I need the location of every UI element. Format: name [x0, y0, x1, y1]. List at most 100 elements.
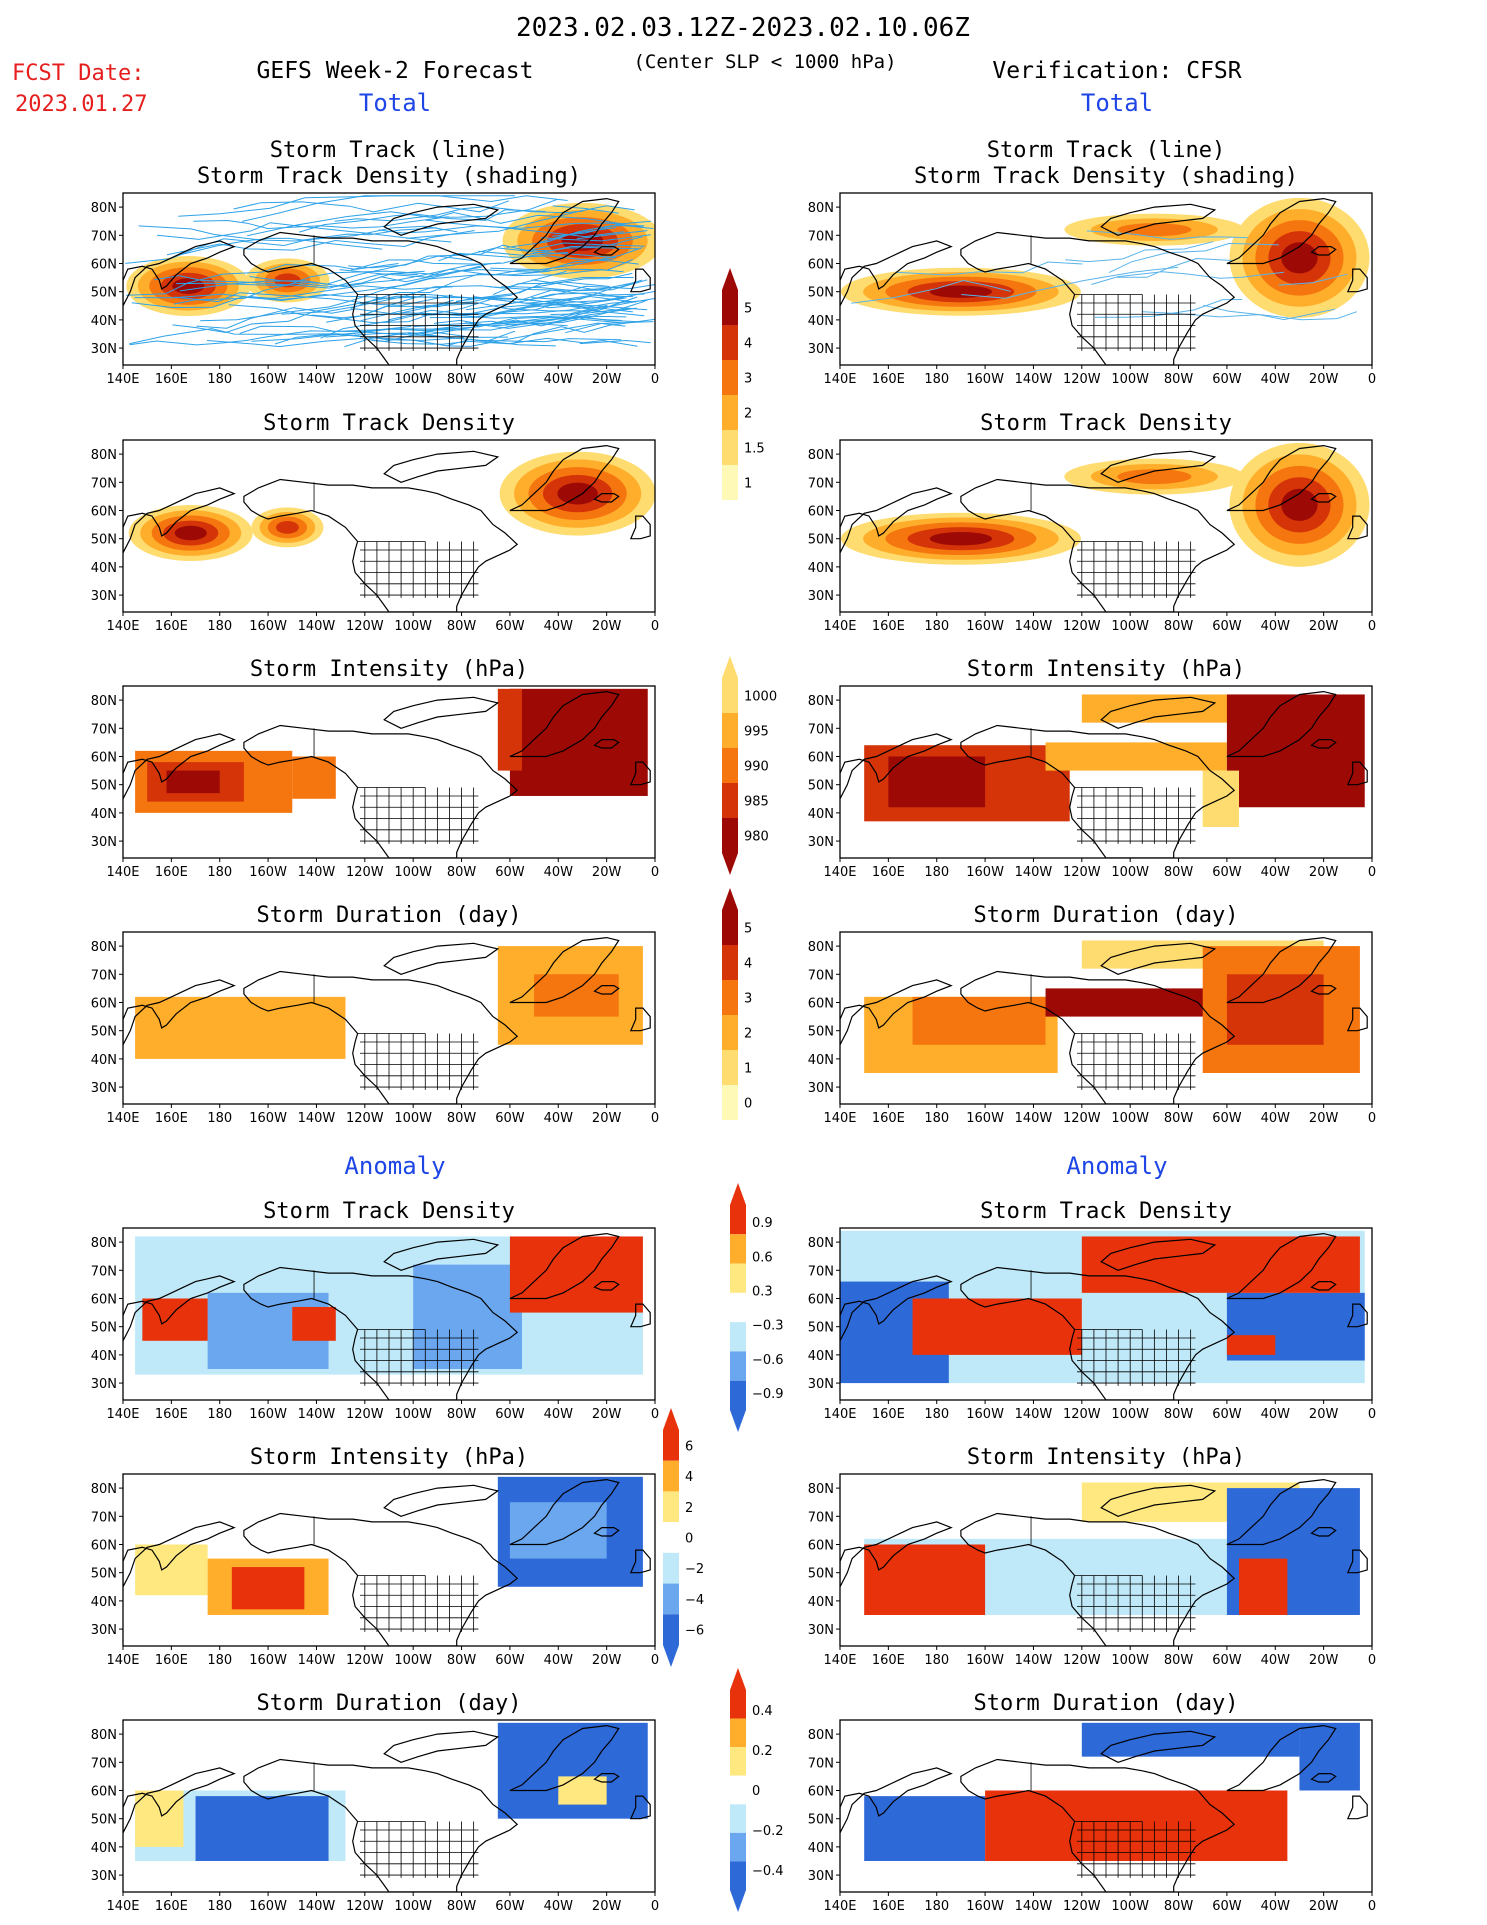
y-tick-label: 30N	[91, 589, 117, 604]
map-area	[840, 1228, 1372, 1400]
x-tick-label: 80W	[1164, 865, 1194, 880]
state-lines	[313, 1270, 479, 1386]
x-tick-label: 140E	[823, 372, 856, 387]
x-tick-label: 40W	[1261, 619, 1291, 634]
y-tick-label: 40N	[91, 561, 117, 576]
coastlines	[123, 444, 651, 612]
y-tick-label: 60N	[808, 257, 834, 272]
x-tick-label: 180	[207, 1111, 232, 1126]
x-tick-label: 120W	[1063, 372, 1101, 387]
x-tick-label: 80W	[1164, 619, 1194, 634]
y-tick-label: 80N	[808, 201, 834, 216]
panel-title: Storm Intensity (hPa)	[967, 1445, 1245, 1470]
colorbar-label: 3	[744, 372, 752, 387]
verification-title: Verification: CFSR	[992, 58, 1241, 84]
x-tick-label: 60W	[1212, 372, 1242, 387]
anomaly-cells	[135, 1722, 648, 1861]
y-tick-label: 50N	[808, 779, 834, 794]
pacific-density	[128, 505, 253, 562]
forecast-title: GEFS Week-2 Forecast	[257, 58, 534, 84]
x-tick-label: 180	[924, 1111, 949, 1126]
coastlines	[840, 197, 1368, 365]
anomaly-cells	[840, 1230, 1365, 1384]
y-tick-label: 70N	[808, 1510, 834, 1525]
y-tick-label: 30N	[808, 589, 834, 604]
x-tick-label: 160W	[966, 1899, 1004, 1914]
colorbar-intensity-anom: 6 4 2 0 −2 −4 −6	[663, 1408, 704, 1667]
y-tick-label: 30N	[808, 835, 834, 850]
anomaly-cells	[864, 1722, 1360, 1861]
coastlines	[840, 936, 1368, 1104]
x-tick-label: 160W	[966, 865, 1004, 880]
y-tick-label: 50N	[808, 1321, 834, 1336]
forecast-track-lines	[125, 195, 655, 348]
x-tick-label: 20W	[592, 1899, 622, 1914]
y-tick-label: 70N	[91, 229, 117, 244]
x-tick-label: 140W	[1015, 1111, 1053, 1126]
x-tick-label: 140W	[298, 865, 336, 880]
y-tick-label: 50N	[91, 533, 117, 548]
x-tick-label: 0	[651, 619, 659, 634]
x-tick-label: 40W	[1261, 1407, 1291, 1422]
x-tick-label: 120W	[346, 372, 384, 387]
x-tick-label: 140W	[1015, 865, 1053, 880]
x-tick-label: 160W	[249, 1111, 287, 1126]
y-tick-label: 60N	[91, 750, 117, 765]
map-frame	[839, 192, 1373, 366]
x-tick-label: 60W	[495, 1653, 525, 1668]
pacific-density	[840, 512, 1081, 565]
x-tick-label: 180	[924, 865, 949, 880]
x-tick-label: 140E	[823, 1899, 856, 1914]
map-area	[123, 1720, 655, 1892]
y-tick-label: 50N	[91, 1025, 117, 1040]
y-tick-label: 40N	[91, 1053, 117, 1068]
colorbar-label: 1000	[744, 690, 777, 705]
panel-title: Storm Intensity (hPa)	[250, 1445, 528, 1470]
state-lines	[313, 235, 479, 351]
x-tick-label: 160E	[155, 372, 188, 387]
coastlines	[123, 1232, 651, 1400]
x-tick-label: 100W	[1111, 1653, 1149, 1668]
y-tick-label: 70N	[91, 476, 117, 491]
coastlines	[840, 690, 1368, 858]
x-tick-label: 160W	[966, 1111, 1004, 1126]
x-tick-label: 40W	[544, 865, 574, 880]
map-area	[840, 1474, 1372, 1646]
x-tick-label: 0	[1368, 1899, 1376, 1914]
x-tick-label: 160E	[155, 1653, 188, 1668]
y-tick-label: 40N	[808, 1841, 834, 1856]
colorbar-label: 4	[685, 1470, 693, 1485]
x-tick-label: 100W	[394, 1899, 432, 1914]
pacific-density	[840, 267, 1081, 316]
x-tick-label: 20W	[592, 865, 622, 880]
y-tick-label: 60N	[91, 1292, 117, 1307]
y-tick-label: 50N	[808, 1813, 834, 1828]
x-tick-label: 40W	[544, 1899, 574, 1914]
state-lines	[313, 974, 479, 1090]
colorbar-label: 4	[744, 957, 752, 972]
y-tick-label: 60N	[91, 996, 117, 1011]
panel-title: Storm Duration (day)	[257, 1691, 522, 1716]
x-tick-label: 140W	[1015, 1407, 1053, 1422]
x-tick-label: 20W	[1309, 372, 1339, 387]
x-tick-label: 0	[1368, 1653, 1376, 1668]
y-tick-label: 30N	[808, 342, 834, 357]
map-area	[123, 1474, 655, 1646]
y-tick-label: 70N	[91, 722, 117, 737]
y-tick-label: 80N	[91, 201, 117, 216]
x-tick-label: 140E	[823, 1653, 856, 1668]
y-tick-label: 60N	[91, 257, 117, 272]
x-tick-label: 100W	[1111, 619, 1149, 634]
coastlines	[123, 1478, 651, 1646]
map-frame	[839, 685, 1373, 859]
x-tick-label: 140W	[298, 1111, 336, 1126]
x-tick-label: 80W	[1164, 1899, 1194, 1914]
map-frame	[122, 1473, 656, 1647]
colorbar-label: 985	[744, 795, 769, 810]
colorbar-label: 3	[744, 992, 752, 1007]
x-tick-label: 0	[1368, 865, 1376, 880]
y-tick-label: 80N	[808, 694, 834, 709]
state-lines	[313, 482, 479, 598]
state-lines	[1030, 1516, 1196, 1632]
map-area	[840, 193, 1372, 365]
